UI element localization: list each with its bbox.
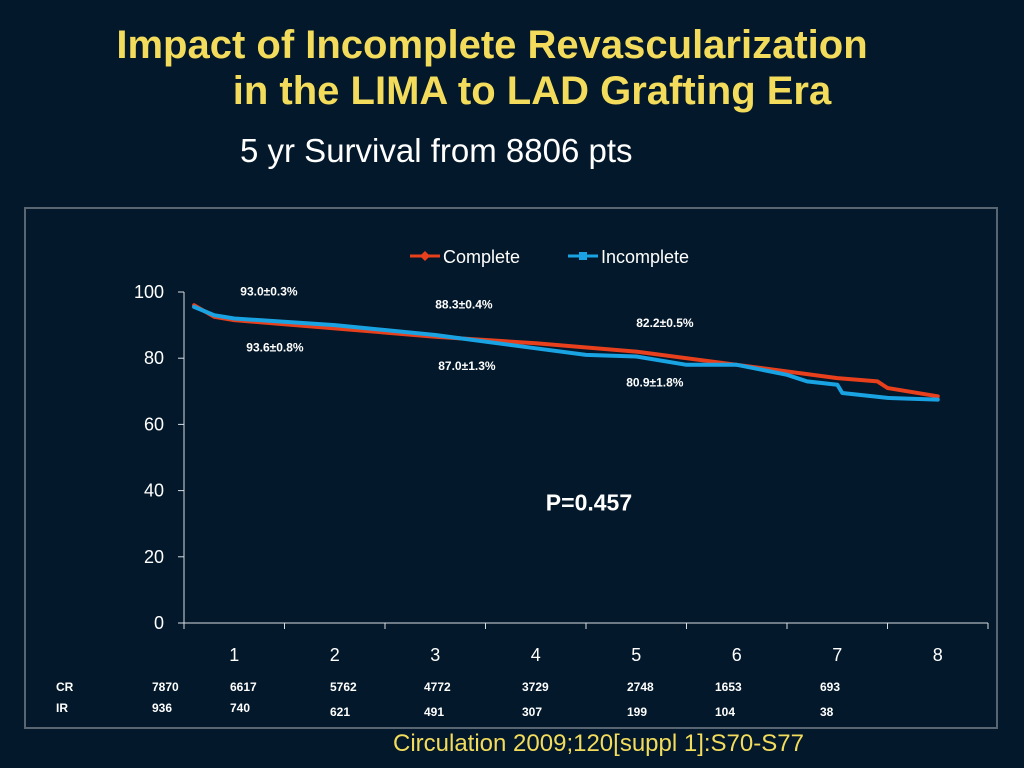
survival-annotation: 82.2±0.5% xyxy=(636,316,694,330)
citation: Circulation 2009;120[suppl 1]:S70-S77 xyxy=(393,730,804,757)
survival-annotation: 87.0±1.3% xyxy=(438,359,496,373)
at-risk-label: CR xyxy=(56,680,74,694)
at-risk-value: 5762 xyxy=(330,680,357,694)
y-tick-label: 40 xyxy=(144,481,164,501)
x-tick-label: 6 xyxy=(732,645,742,665)
at-risk-value: 936 xyxy=(152,701,172,715)
legend-label-incomplete: Incomplete xyxy=(601,247,689,267)
p-value-annotation: P=0.457 xyxy=(546,489,632,515)
at-risk-value: 38 xyxy=(820,705,834,719)
at-risk-value: 2748 xyxy=(627,680,654,694)
survival-annotation: 80.9±1.8% xyxy=(626,375,684,389)
title-line-2: in the LIMA to LAD Grafting Era xyxy=(232,69,832,113)
x-tick-label: 2 xyxy=(330,645,340,665)
at-risk-value: 4772 xyxy=(424,680,451,694)
at-risk-value: 491 xyxy=(424,705,444,719)
x-tick-label: 3 xyxy=(430,645,440,665)
slide-subtitle: 5 yr Survival from 8806 pts xyxy=(240,132,633,169)
survival-chart: 0 20 40 60 80 100 1 2 3 4 5 6 7 8 Complete Incomplete 93… xyxy=(56,247,989,719)
at-risk-value: 740 xyxy=(230,701,250,715)
y-tick-label: 100 xyxy=(134,282,164,302)
legend-marker-complete xyxy=(420,251,430,261)
x-tick-label: 5 xyxy=(631,645,641,665)
slide-title: Impact of Incomplete Revascularization i… xyxy=(0,22,1024,114)
y-tick-label: 20 xyxy=(144,547,164,567)
at-risk-value: 199 xyxy=(627,705,647,719)
x-tick-label: 4 xyxy=(531,645,541,665)
at-risk-value: 693 xyxy=(820,680,840,694)
series-line-incomplete xyxy=(192,304,940,402)
survival-annotation: 88.3±0.4% xyxy=(435,298,493,312)
at-risk-value: 6617 xyxy=(230,680,257,694)
y-tick-label: 80 xyxy=(144,348,164,368)
x-tick-label: 1 xyxy=(229,645,239,665)
y-tick-label: 0 xyxy=(154,613,164,633)
at-risk-label: IR xyxy=(56,701,68,715)
at-risk-value: 7870 xyxy=(152,680,179,694)
at-risk-value: 621 xyxy=(330,705,350,719)
x-tick-label: 7 xyxy=(832,645,842,665)
at-risk-value: 3729 xyxy=(522,680,549,694)
x-tick-label: 8 xyxy=(933,645,943,665)
title-line-1: Impact of Incomplete Revascularization xyxy=(116,23,868,67)
at-risk-value: 104 xyxy=(715,705,735,719)
y-tick-label: 60 xyxy=(144,414,164,434)
at-risk-value: 1653 xyxy=(715,680,742,694)
chart-frame: 0 20 40 60 80 100 1 2 3 4 5 6 7 8 Complete Incomplete 93… xyxy=(24,207,998,729)
survival-annotation: 93.0±0.3% xyxy=(240,284,298,298)
legend-label-complete: Complete xyxy=(443,247,520,267)
at-risk-value: 307 xyxy=(522,705,542,719)
legend-marker-incomplete xyxy=(579,252,587,260)
survival-annotation: 93.6±0.8% xyxy=(246,341,304,355)
